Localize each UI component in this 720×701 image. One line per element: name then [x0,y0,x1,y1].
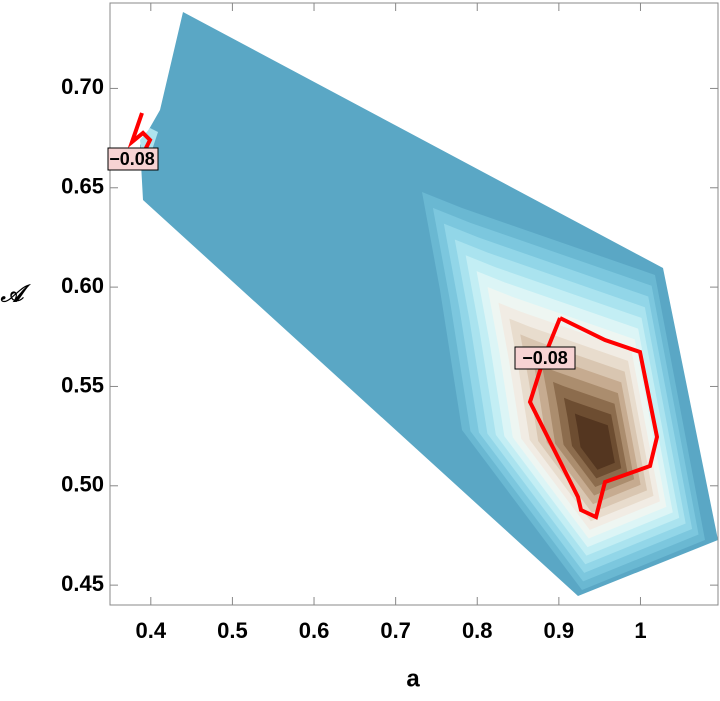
y-axis-label: 𝒜 [0,280,32,307]
contour-label: −0.08 [109,149,155,169]
contour-label: −0.08 [522,348,568,368]
contour-line [527,316,660,520]
x-tick-label: 0.4 [136,618,167,643]
y-tick-label: 0.45 [61,571,104,596]
y-tick-label: 0.55 [61,372,104,397]
x-tick-label: 0.5 [217,618,248,643]
y-tick-label: 0.65 [61,174,104,199]
plot-frame [109,2,719,606]
y-tick-label: 0.60 [61,273,104,298]
contour-label-box [107,147,159,171]
y-tick-label: 0.50 [61,472,104,497]
x-tick-label: 1 [634,618,646,643]
x-axis-label: a [406,665,420,692]
y-tick-label: 0.70 [61,74,104,99]
x-tick-label: 0.9 [544,618,575,643]
contour-line [127,112,153,161]
contour-label-box [514,346,576,370]
x-tick-label: 0.7 [380,618,411,643]
x-tick-label: 0.6 [299,618,330,643]
contour-layer [574,413,615,470]
x-tick-label: 0.8 [462,618,493,643]
